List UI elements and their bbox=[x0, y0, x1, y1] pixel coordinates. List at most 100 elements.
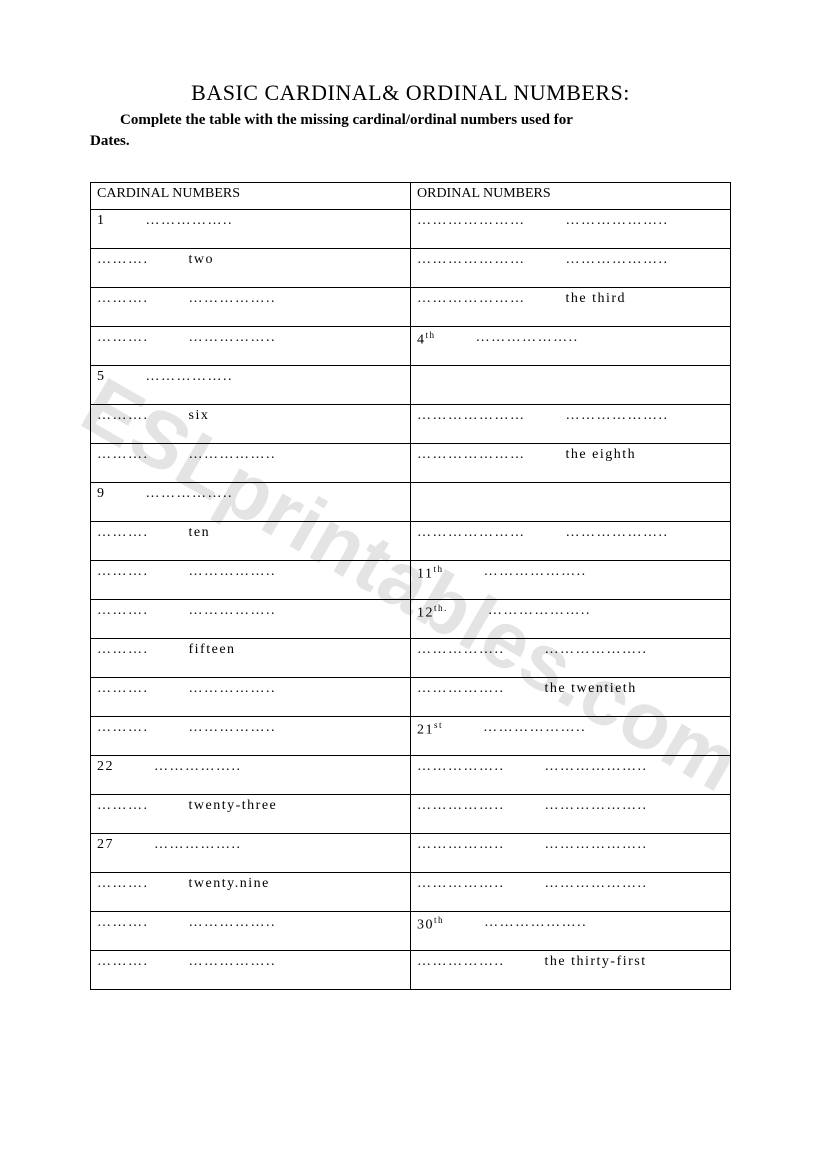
ordinal-slot-2: ……………….. bbox=[488, 603, 591, 622]
ordinal-slot-1: ………………… bbox=[417, 291, 526, 307]
ordinal-cell: ………………… the eighth bbox=[411, 444, 731, 483]
ordinal-cell: …………….. the thirty-first bbox=[411, 951, 731, 990]
cardinal-cell: ………. …………….. bbox=[91, 444, 411, 483]
cardinal-slot-1: ………. bbox=[97, 291, 149, 307]
ordinal-slot-1: ………………… bbox=[417, 447, 526, 463]
cardinal-slot-1: ………. bbox=[97, 564, 149, 580]
cardinal-slot-2: …………….. bbox=[189, 603, 277, 619]
ordinal-cell: ………………… ……………….. bbox=[411, 210, 731, 249]
table-row: 1 …………….. ………………… ……………….. bbox=[91, 210, 731, 249]
cardinal-cell: 27…………….. bbox=[91, 834, 411, 873]
ordinal-slot-1: …………….. bbox=[417, 954, 505, 970]
ordinal-slot-1: 11th bbox=[417, 564, 444, 583]
cardinal-slot-2: twenty.nine bbox=[189, 876, 270, 892]
ordinal-slot-2: ……………….. bbox=[566, 408, 669, 424]
cardinal-slot-2: …………….. bbox=[189, 720, 277, 736]
ordinal-cell: 30th ……………….. bbox=[411, 912, 731, 951]
ordinal-slot-2: ……………….. bbox=[545, 876, 648, 892]
cardinal-cell: ……….twenty.nine bbox=[91, 873, 411, 912]
cardinal-slot-2: six bbox=[189, 408, 210, 424]
ordinal-slot-2: ……………….. bbox=[484, 564, 587, 583]
cardinal-slot-2: …………….. bbox=[189, 954, 277, 970]
cardinal-cell: ……….…………….. bbox=[91, 327, 411, 366]
page: BASIC CARDINAL& ORDINAL NUMBERS: Complet… bbox=[0, 0, 821, 1050]
ordinal-slot-1: …………….. bbox=[417, 837, 505, 853]
cardinal-slot-2: …………….. bbox=[189, 681, 277, 697]
cardinal-slot-1: 1 bbox=[97, 213, 106, 229]
table-row: ……….six………………………………….. bbox=[91, 405, 731, 444]
cardinal-cell: ………. …………….. bbox=[91, 561, 411, 600]
ordinal-cell: ……………..the twentieth bbox=[411, 678, 731, 717]
cardinal-slot-2: …………….. bbox=[189, 915, 277, 931]
cardinal-slot-2: two bbox=[189, 252, 215, 268]
ordinal-slot-2: ……………….. bbox=[566, 252, 669, 268]
ordinal-slot-2: the eighth bbox=[566, 447, 637, 463]
instructions-line2: Dates. bbox=[90, 133, 130, 149]
ordinal-slot-1: ………………… bbox=[417, 252, 526, 268]
table-row: ………. twenty-three …………….. ……………….. bbox=[91, 795, 731, 834]
cardinal-slot-1: 9 bbox=[97, 486, 106, 502]
ordinal-slot-2: ……………….. bbox=[545, 798, 648, 814]
ordinal-cell: 12th.……………….. bbox=[411, 600, 731, 639]
cardinal-cell: 1 …………….. bbox=[91, 210, 411, 249]
table-row: ………. …………….. 11th ……………….. bbox=[91, 561, 731, 600]
cardinal-slot-1: ………. bbox=[97, 603, 149, 619]
ordinal-slot-2: ……………….. bbox=[545, 642, 648, 658]
ordinal-cell: …………….. ……………….. bbox=[411, 873, 731, 912]
ordinal-slot-2: the thirty-first bbox=[545, 954, 647, 970]
ordinal-slot-1: …………….. bbox=[417, 798, 505, 814]
cardinal-slot-2: …………….. bbox=[146, 486, 234, 502]
page-title: BASIC CARDINAL& ORDINAL NUMBERS: bbox=[90, 80, 731, 106]
table-row: ……….fifteen……………..……………….. bbox=[91, 639, 731, 678]
cardinal-cell: ………. …………….. bbox=[91, 951, 411, 990]
cardinal-cell: ……….…………….. bbox=[91, 912, 411, 951]
ordinal-slot-2: ……………….. bbox=[484, 915, 587, 934]
table-row: ……….twenty.nine …………….. ……………….. bbox=[91, 873, 731, 912]
ordinal-slot-2: ……………….. bbox=[566, 213, 669, 229]
ordinal-cell: …………………the third bbox=[411, 288, 731, 327]
ordinal-slot-1: ………………… bbox=[417, 408, 526, 424]
ordinal-slot-2: ……………….. bbox=[566, 525, 669, 541]
ordinal-slot-1: …………….. bbox=[417, 876, 505, 892]
column-header-ordinal: ORDINAL NUMBERS bbox=[411, 183, 731, 210]
ordinal-cell bbox=[411, 366, 731, 405]
table-row: ……….……………..……………..the twentieth bbox=[91, 678, 731, 717]
cardinal-cell: ………. …………….. bbox=[91, 600, 411, 639]
cardinal-slot-1: ………. bbox=[97, 798, 149, 814]
cardinal-slot-1: ………. bbox=[97, 954, 149, 970]
ordinal-slot-1: …………….. bbox=[417, 681, 505, 697]
ordinal-slot-1: …………….. bbox=[417, 642, 505, 658]
cardinal-cell: 22…………….. bbox=[91, 756, 411, 795]
ordinal-slot-1: …………….. bbox=[417, 759, 505, 775]
ordinal-slot-1: 4th bbox=[417, 330, 436, 349]
ordinal-cell: ………………… ……………….. bbox=[411, 405, 731, 444]
cardinal-cell: ……….…………….. bbox=[91, 717, 411, 756]
cardinal-cell: ……….…………….. bbox=[91, 288, 411, 327]
table-row: 27……………..……………..……………….. bbox=[91, 834, 731, 873]
column-header-cardinal: CARDINAL NUMBERS bbox=[91, 183, 411, 210]
table-row: ………. …………….. ………………… the eighth bbox=[91, 444, 731, 483]
instructions: Complete the table with the missing card… bbox=[90, 110, 731, 152]
ordinal-slot-1: ………………… bbox=[417, 525, 526, 541]
ordinal-cell: ……………..……………….. bbox=[411, 834, 731, 873]
cardinal-slot-1: 5 bbox=[97, 369, 106, 385]
cardinal-slot-2: …………….. bbox=[189, 447, 277, 463]
cardinal-slot-2: …………….. bbox=[146, 213, 234, 229]
ordinal-slot-1: ………………… bbox=[417, 213, 526, 229]
cardinal-slot-2: …………….. bbox=[146, 369, 234, 385]
table-row: ……….……………..4th……………….. bbox=[91, 327, 731, 366]
cardinal-cell: ……….ten bbox=[91, 522, 411, 561]
cardinal-slot-2: …………….. bbox=[189, 564, 277, 580]
cardinal-slot-1: 27 bbox=[97, 837, 114, 853]
ordinal-slot-1: 30th bbox=[417, 915, 444, 934]
table-row: ……….…………….. 30th ……………….. bbox=[91, 912, 731, 951]
cardinal-slot-1: ………. bbox=[97, 447, 149, 463]
ordinal-cell: …………….. ……………….. bbox=[411, 639, 731, 678]
cardinal-slot-2: twenty-three bbox=[189, 798, 278, 814]
ordinal-slot-2: ……………….. bbox=[545, 759, 648, 775]
table-row: 22…………….. …………….. ……………….. bbox=[91, 756, 731, 795]
table-row: ……….……………..…………………the third bbox=[91, 288, 731, 327]
table-row: ……….ten ………………… ……………….. bbox=[91, 522, 731, 561]
numbers-table: CARDINAL NUMBERS ORDINAL NUMBERS 1 …………….… bbox=[90, 182, 731, 990]
cardinal-slot-1: ………. bbox=[97, 252, 149, 268]
